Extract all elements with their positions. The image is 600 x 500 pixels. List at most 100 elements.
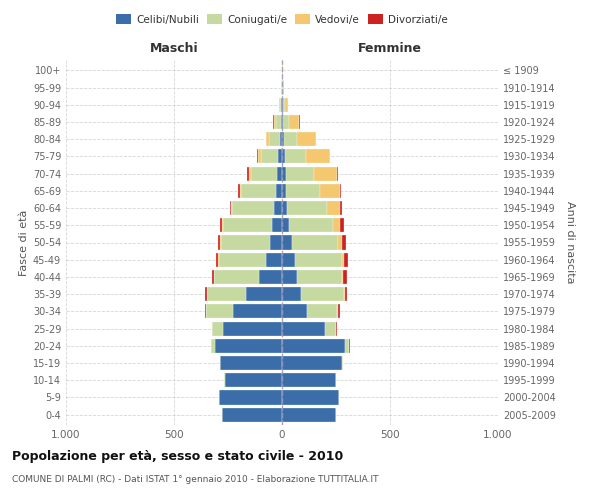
Bar (241, 184, 275, 198)
Bar (223, 322, 282, 336)
Bar (206, 304, 233, 318)
Bar (266, 132, 269, 146)
Bar (247, 287, 282, 301)
Bar (266, 252, 282, 267)
Bar (274, 201, 282, 215)
Bar (333, 218, 340, 232)
Bar (212, 322, 223, 336)
Bar (207, 287, 247, 301)
Bar (239, 184, 241, 198)
Bar (215, 338, 282, 353)
Bar (340, 201, 342, 215)
Bar (220, 390, 282, 404)
Bar (225, 373, 282, 388)
Bar (257, 150, 258, 164)
Bar (340, 218, 344, 232)
Bar (272, 218, 282, 232)
Bar (283, 98, 285, 112)
Bar (218, 236, 220, 250)
Bar (274, 115, 275, 129)
Bar (220, 218, 223, 232)
Bar (338, 304, 340, 318)
Bar (343, 270, 347, 284)
Bar (219, 252, 266, 267)
Bar (282, 390, 338, 404)
Bar (282, 236, 292, 250)
Bar (345, 338, 349, 353)
Bar (341, 252, 344, 267)
Bar (223, 218, 272, 232)
Bar (282, 322, 325, 336)
Bar (307, 150, 330, 164)
Bar (233, 304, 282, 318)
Bar (278, 150, 282, 164)
Bar (270, 236, 282, 250)
Text: Femmine: Femmine (358, 42, 422, 55)
Bar (275, 115, 281, 129)
Bar (345, 287, 347, 301)
Bar (282, 132, 284, 146)
Bar (269, 132, 280, 146)
Bar (325, 322, 336, 336)
Legend: Celibi/Nubili, Coniugati/e, Vedovi/e, Divorziati/e: Celibi/Nubili, Coniugati/e, Vedovi/e, Di… (112, 10, 452, 29)
Bar (320, 184, 340, 198)
Bar (327, 201, 340, 215)
Bar (282, 184, 286, 198)
Bar (282, 373, 335, 388)
Bar (211, 338, 215, 353)
Bar (220, 356, 282, 370)
Bar (292, 236, 338, 250)
Bar (230, 201, 232, 215)
Bar (296, 270, 341, 284)
Bar (344, 252, 348, 267)
Bar (216, 252, 218, 267)
Bar (282, 218, 289, 232)
Bar (212, 270, 214, 284)
Bar (285, 150, 307, 164)
Bar (330, 150, 331, 164)
Bar (289, 218, 333, 232)
Bar (281, 115, 282, 129)
Bar (247, 166, 248, 180)
Bar (343, 236, 346, 250)
Bar (261, 150, 278, 164)
Bar (286, 184, 320, 198)
Bar (275, 184, 282, 198)
Bar (258, 150, 261, 164)
Bar (284, 132, 296, 146)
Bar (282, 201, 287, 215)
Bar (205, 304, 206, 318)
Bar (283, 80, 284, 94)
Bar (344, 287, 345, 301)
Bar (307, 304, 337, 318)
Text: Popolazione per età, sesso e stato civile - 2010: Popolazione per età, sesso e stato civil… (12, 450, 343, 463)
Bar (287, 201, 327, 215)
Bar (342, 356, 343, 370)
Bar (337, 166, 338, 180)
Bar (251, 166, 277, 180)
Bar (282, 166, 286, 180)
Bar (259, 270, 282, 284)
Bar (282, 304, 307, 318)
Y-axis label: Anni di nascita: Anni di nascita (565, 201, 575, 284)
Bar (289, 115, 299, 129)
Bar (286, 166, 314, 180)
Bar (282, 338, 345, 353)
Bar (281, 98, 282, 112)
Text: Maschi: Maschi (149, 42, 199, 55)
Bar (221, 408, 282, 422)
Bar (301, 287, 344, 301)
Bar (282, 356, 342, 370)
Bar (221, 236, 270, 250)
Text: COMUNE DI PALMI (RC) - Dati ISTAT 1° gennaio 2010 - Elaborazione TUTTITALIA.IT: COMUNE DI PALMI (RC) - Dati ISTAT 1° gen… (12, 475, 379, 484)
Bar (337, 304, 338, 318)
Bar (214, 270, 259, 284)
Bar (278, 98, 280, 112)
Bar (282, 287, 301, 301)
Bar (238, 184, 239, 198)
Bar (232, 201, 274, 215)
Bar (280, 98, 281, 112)
Bar (282, 270, 296, 284)
Bar (314, 166, 337, 180)
Bar (296, 132, 316, 146)
